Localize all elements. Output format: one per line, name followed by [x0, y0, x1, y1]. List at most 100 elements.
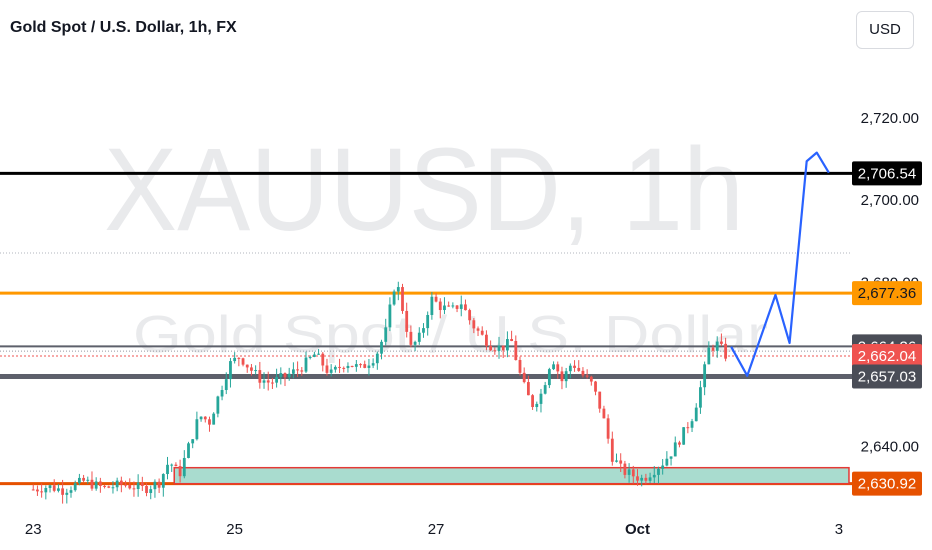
candle [417, 327, 421, 345]
candle-body [489, 346, 493, 351]
candle-body [153, 481, 157, 490]
candle-body [644, 477, 648, 481]
candle-body [317, 353, 320, 355]
time-axis[interactable]: 23 25 27 Oct 3 [25, 521, 843, 538]
candle-body [375, 353, 379, 364]
candle-body [438, 301, 442, 311]
candle-body [82, 477, 85, 481]
candle-body [149, 489, 153, 494]
candle [699, 380, 702, 414]
candle-body [531, 395, 534, 408]
candle-body [711, 347, 715, 351]
candle-body [678, 442, 681, 445]
candle-body [631, 469, 635, 477]
candle-body [77, 477, 81, 484]
candle-body [526, 382, 530, 396]
candle-body [321, 353, 325, 366]
candle [107, 485, 111, 489]
candle-body [665, 458, 669, 466]
x-tick-label: 3 [835, 521, 843, 538]
candle-body [510, 339, 514, 341]
candle [342, 366, 346, 373]
candle [44, 485, 48, 500]
candle [212, 412, 216, 425]
candle-body [48, 485, 52, 488]
candle [346, 362, 350, 373]
candle [124, 480, 127, 488]
candle [287, 367, 291, 381]
candle-body [346, 365, 350, 369]
candle-body [459, 304, 463, 309]
candle-body [669, 456, 673, 459]
candle [258, 361, 262, 389]
demand-zone-box [173, 466, 850, 485]
chart-title: Gold Spot / U.S. Dollar, 1h, FX [10, 19, 237, 36]
candle [476, 326, 480, 337]
candle-body [518, 360, 522, 373]
candle-body [312, 354, 316, 357]
candle [250, 364, 253, 376]
candle-body [627, 469, 631, 475]
candle-body [724, 343, 728, 359]
candle-body [468, 310, 472, 321]
candle [673, 436, 677, 457]
candle-body [636, 476, 639, 481]
candle-body [422, 328, 425, 333]
candle [455, 305, 459, 313]
candle-body [136, 482, 140, 490]
candle [556, 361, 560, 379]
candle-body [480, 330, 484, 335]
candle [652, 466, 656, 484]
candle-body [640, 477, 644, 481]
candle [65, 488, 69, 504]
candle [296, 361, 299, 377]
candle-body [514, 340, 518, 361]
price-label-box [852, 471, 922, 496]
currency-button[interactable]: USD [856, 11, 914, 49]
candle [61, 479, 65, 504]
candle [434, 293, 438, 303]
candle-body [182, 457, 186, 477]
candle-body [615, 460, 618, 462]
candle [539, 388, 543, 413]
symbol-watermark: XAUUSD, 1h Gold Spot / U.S. Dollar [104, 124, 768, 364]
candle [707, 341, 711, 365]
candle [203, 416, 207, 423]
candle-body [661, 465, 665, 469]
price-label-box [852, 364, 922, 389]
candle [543, 381, 547, 395]
candle-body [384, 327, 388, 342]
candle-body [606, 418, 610, 439]
candle [594, 380, 597, 396]
candle [367, 358, 371, 376]
price-label-text: 2,677.36 [858, 285, 916, 302]
candle [602, 405, 606, 419]
candle-body [216, 396, 220, 414]
candle [187, 441, 190, 459]
candle [237, 357, 241, 367]
candle-body [485, 334, 488, 347]
candle-body [103, 485, 106, 487]
candle [690, 418, 694, 433]
candle-body [396, 287, 400, 292]
candle [715, 336, 719, 358]
candle-body [304, 357, 308, 372]
candle [720, 333, 723, 346]
x-tick-label: 23 [25, 521, 42, 538]
price-label-text: 2,630.92 [858, 476, 916, 493]
candle [678, 440, 681, 448]
candle [560, 366, 564, 390]
candle [694, 403, 698, 422]
candle [229, 358, 232, 388]
candle-body [140, 482, 144, 486]
candle-body [720, 341, 723, 344]
candle [208, 416, 211, 432]
candle [52, 479, 56, 493]
price-label-box [852, 343, 922, 368]
projection-path [730, 151, 830, 377]
candle [31, 484, 35, 491]
candle-body [178, 466, 182, 477]
candle [552, 361, 555, 371]
candle-body [291, 369, 295, 374]
